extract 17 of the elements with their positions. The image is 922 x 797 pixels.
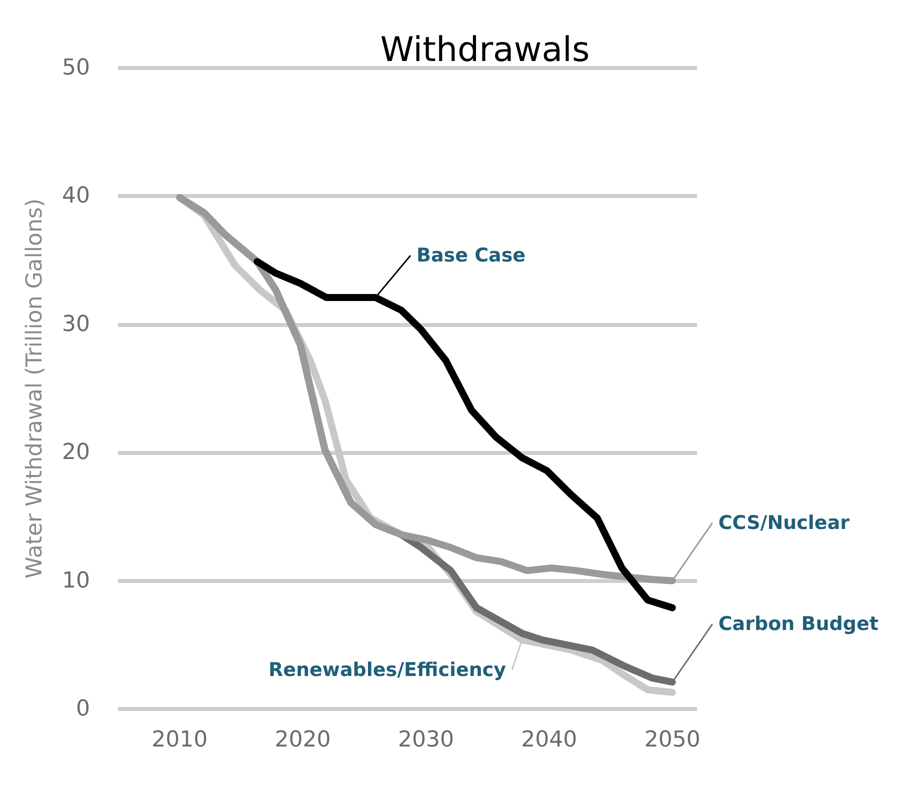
x-tick-label: 2010: [152, 728, 208, 752]
x-tick-label: 2020: [274, 728, 331, 752]
y-axis-title: Water Withdrawal (Trillion Gallons): [22, 198, 48, 578]
y-tick-label: 40: [62, 184, 90, 209]
x-tick-label: 2050: [644, 728, 700, 752]
y-tick-label: 20: [62, 440, 90, 466]
chart-title: Withdrawals: [380, 30, 590, 70]
x-tick-label: 2040: [521, 728, 578, 752]
text: Base Case: [416, 244, 526, 266]
text: Carbon Budget: [718, 613, 878, 636]
series-label: Renewables/Efficiency: [268, 658, 507, 681]
text: CCS/Nuclear: [718, 512, 850, 534]
y-tick-label: 50: [62, 56, 90, 80]
y-tick-label: 0: [76, 696, 90, 722]
x-tick-label: 2030: [398, 728, 454, 752]
y-tick-label: 30: [62, 312, 90, 337]
y-tick-label: 10: [62, 568, 90, 594]
